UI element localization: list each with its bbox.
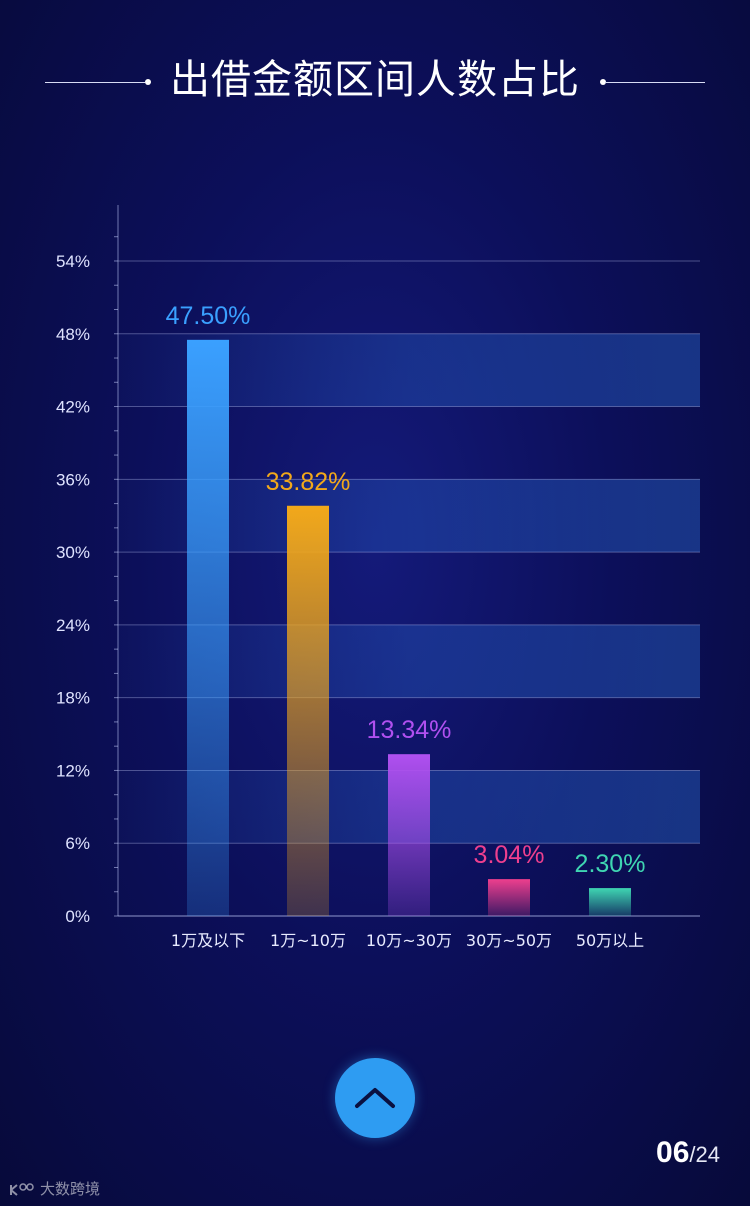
x-tick-label: 30万~50万	[466, 931, 552, 950]
page-current: 06	[656, 1136, 690, 1169]
watermark-text: 大数跨境	[40, 1180, 101, 1198]
y-tick-label: 54%	[56, 252, 90, 271]
title-rule-left	[45, 82, 145, 83]
y-tick-label: 12%	[56, 761, 90, 780]
chevron-up-icon	[355, 1088, 395, 1108]
watermark-logo-icon	[10, 1182, 34, 1196]
title-rule-right	[605, 82, 705, 83]
y-tick-label: 18%	[56, 689, 90, 708]
scroll-up-button[interactable]	[335, 1058, 415, 1138]
page-separator: /	[689, 1142, 696, 1167]
page-indicator: 06/24	[656, 1136, 720, 1170]
x-tick-label: 1万~10万	[270, 931, 346, 950]
y-tick-label: 42%	[56, 398, 90, 417]
watermark: 大数跨境	[8, 1178, 100, 1199]
bar-5	[589, 888, 631, 916]
title-dot-right	[600, 79, 606, 85]
page-title: 出借金额区间人数占比	[170, 57, 580, 103]
y-tick-label: 30%	[56, 543, 90, 562]
bar-chart: 0% 6% 12% 18% 24% 30% 36% 42% 48% 54% 47.50% 1万及以下 3…	[56, 205, 700, 950]
title-bar: 出借金额区间人数占比	[0, 52, 750, 108]
bar-value-label: 33.82%	[266, 468, 351, 496]
bar-value-label: 2.30%	[575, 850, 646, 878]
bar-4	[488, 879, 530, 916]
bar-1	[187, 339, 229, 916]
x-tick-label: 10万~30万	[366, 931, 452, 950]
x-tick-label: 1万及以下	[171, 931, 245, 950]
y-tick-label: 48%	[56, 325, 90, 344]
bar-3	[388, 754, 430, 916]
bar-value-label: 13.34%	[367, 716, 452, 744]
bar-2	[287, 505, 329, 916]
x-tick-label: 50万以上	[576, 931, 644, 950]
y-tick-label: 24%	[56, 616, 90, 635]
y-tick-label: 6%	[65, 834, 90, 853]
bar-value-label: 47.50%	[166, 302, 251, 330]
bar-value-label: 3.04%	[474, 841, 545, 869]
y-tick-label: 0%	[65, 907, 90, 926]
y-tick-label: 36%	[56, 470, 90, 489]
title-dot-left	[145, 79, 151, 85]
page-total: 24	[695, 1142, 720, 1167]
